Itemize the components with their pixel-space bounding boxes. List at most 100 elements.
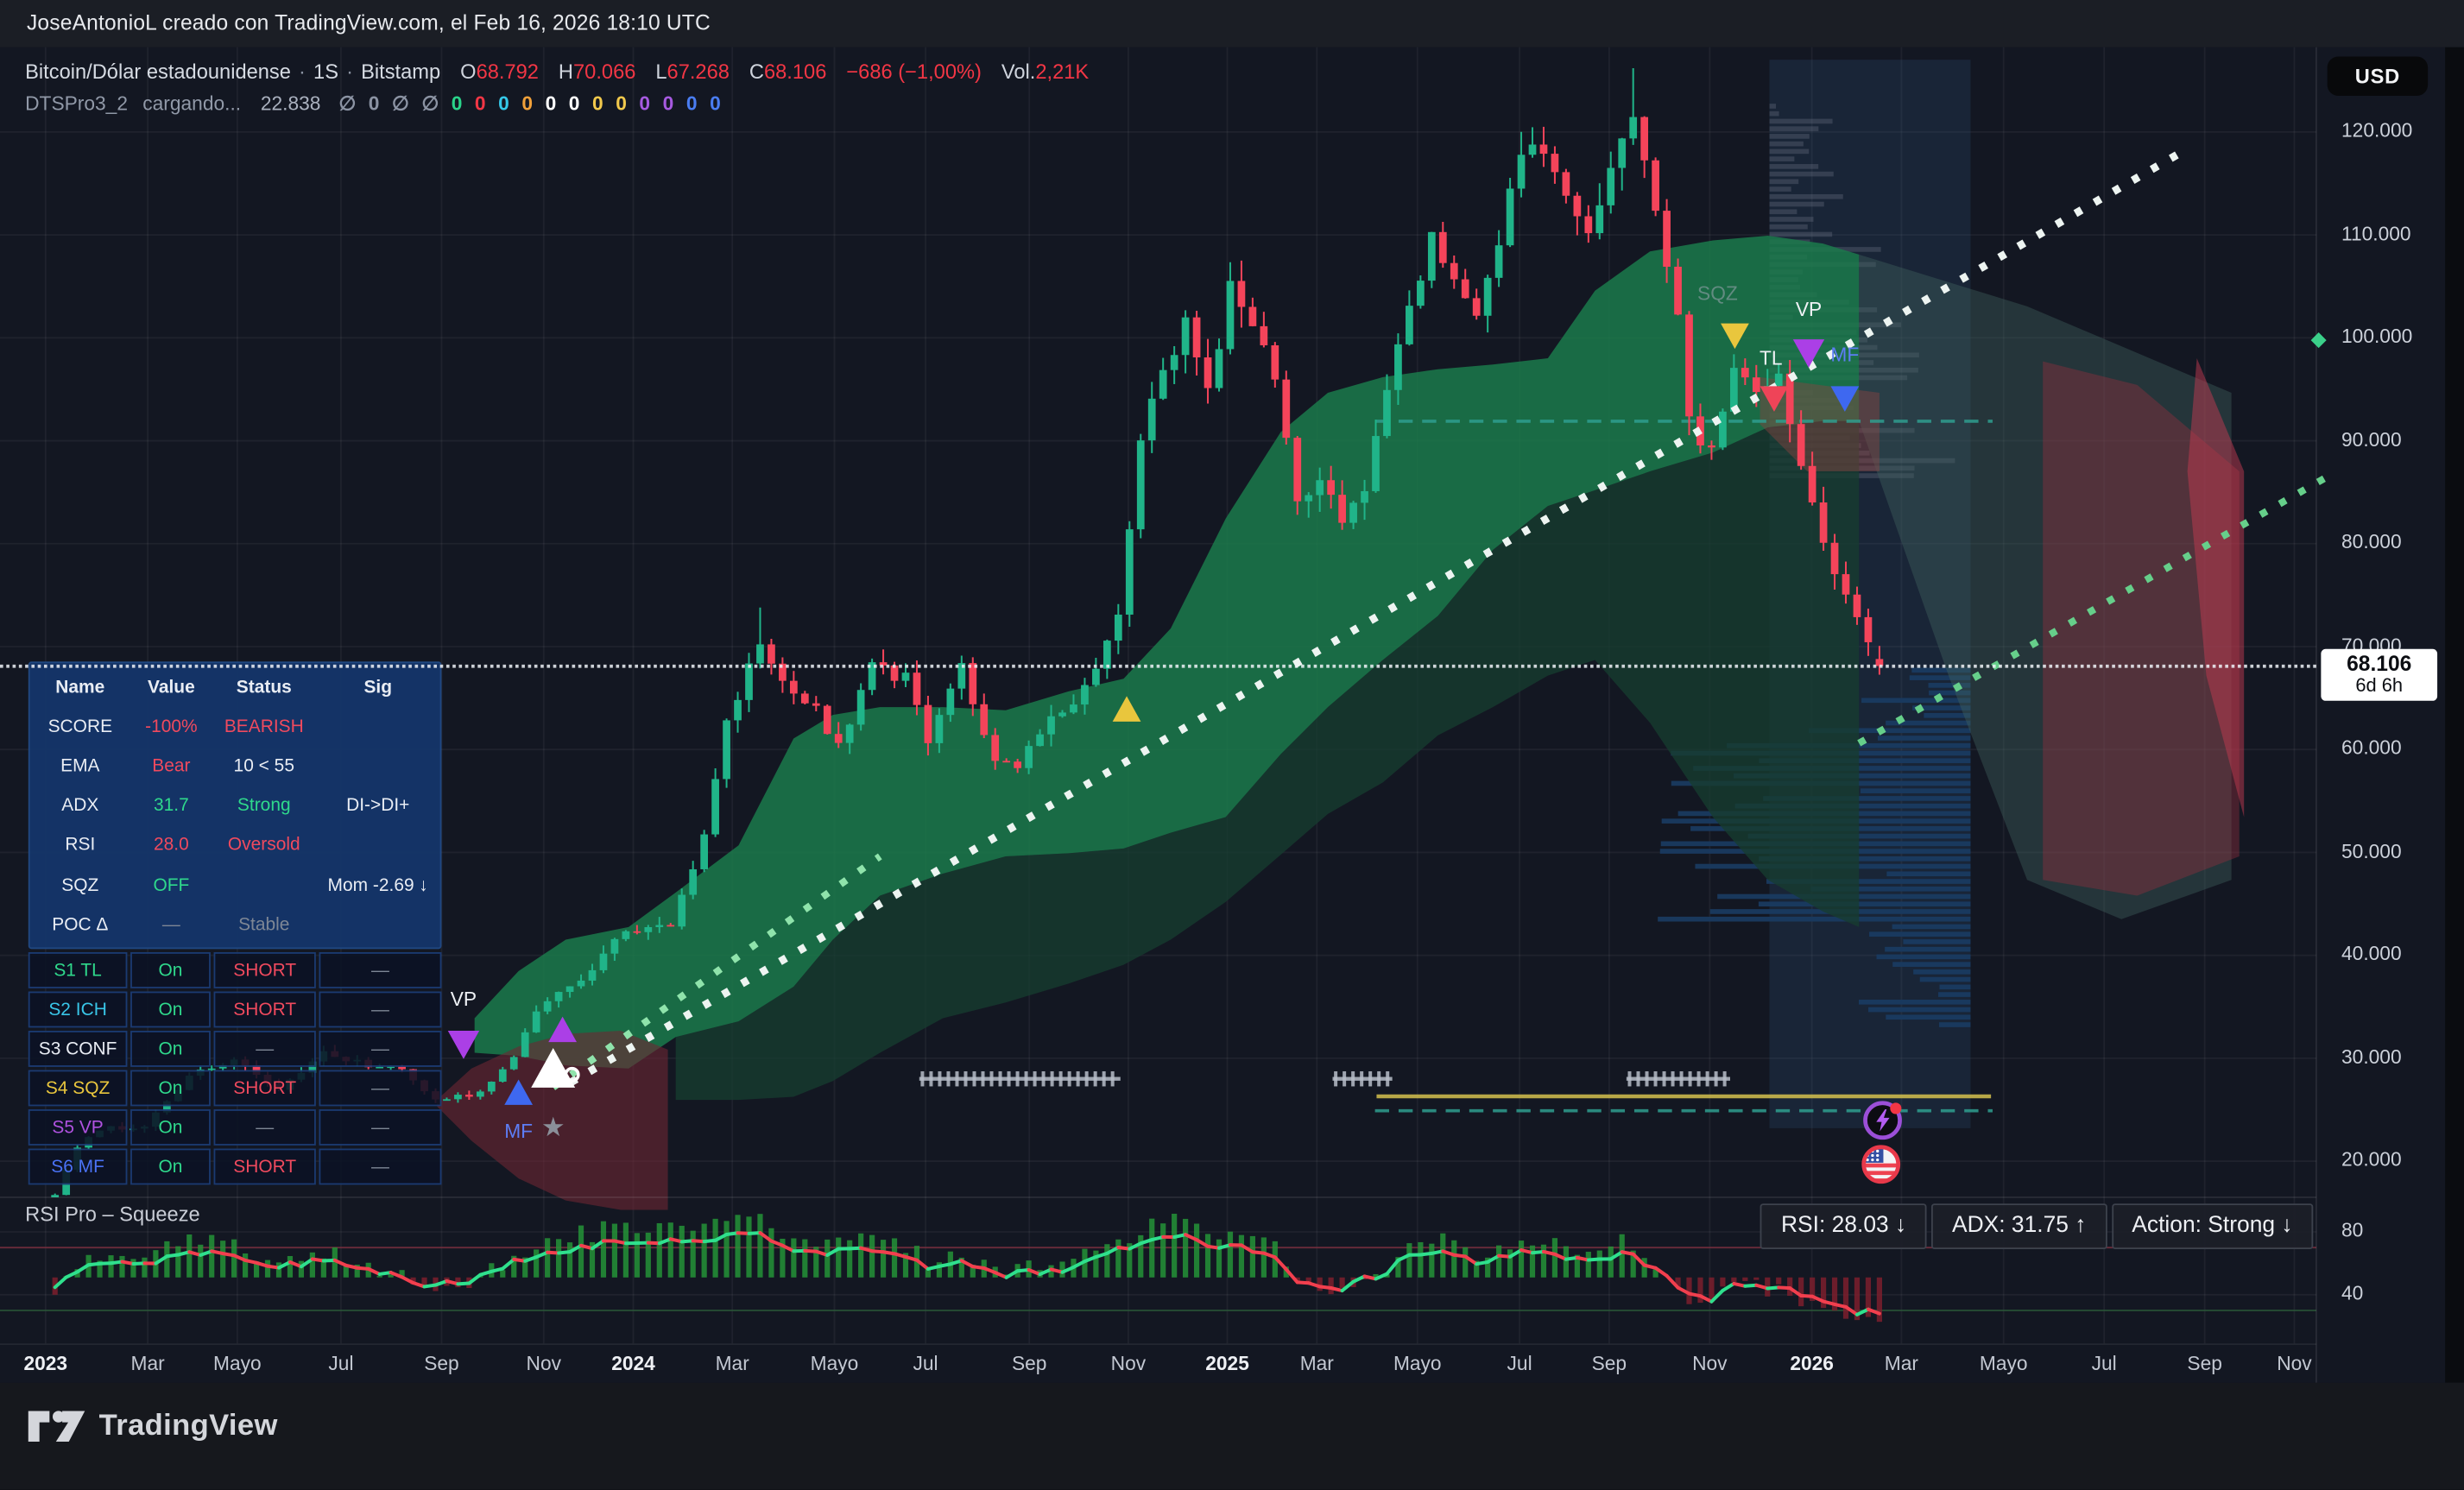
signal-table-cell: On [130, 1070, 211, 1107]
low-label: L [655, 60, 667, 84]
trend-lines[interactable] [551, 148, 2339, 1090]
indicator-token: 0 [662, 92, 674, 115]
interval-label[interactable]: 1S [313, 60, 338, 84]
svg-text:SQZ: SQZ [1697, 282, 1738, 305]
attribution-bar: JoseAntonioL creado con TradingView.com,… [0, 0, 2464, 47]
signal-table-row: S4 SQZ On SHORT — [28, 1070, 442, 1107]
signal-table-cell: S1 TL [28, 952, 128, 989]
indicator-table: Name Value Status Sig SCORE -100% BEARISH EMA Be… [28, 661, 442, 1185]
close-value: 68.106 [763, 60, 827, 84]
table-cell: 10 < 55 [233, 757, 294, 777]
high-label: H [558, 60, 574, 84]
time-tick-label: Nov [526, 1353, 562, 1375]
table-row: POC Δ — Stable [30, 906, 440, 945]
indicator-table-main: Name Value Status Sig SCORE -100% BEARISH EMA Be… [28, 661, 442, 950]
svg-text:MF: MF [1830, 344, 1859, 366]
table-row: SCORE -100% BEARISH [30, 707, 440, 747]
indicator-legend-row[interactable]: DTSPro3_2 cargando... 22.838 ∅ 0 ∅ ∅ 0 0 0 0 0 0 0… [25, 92, 721, 115]
level-lines [919, 420, 1993, 1113]
table-row: EMA Bear 10 < 55 [30, 747, 440, 786]
signal-table-cell: — [319, 1109, 442, 1146]
rsi-pane [0, 1214, 2316, 1323]
table-cell: RSI [65, 836, 96, 855]
status-badge: RSI: 28.03 ↓ [1760, 1203, 1927, 1250]
indicator-token: ∅ [338, 92, 357, 115]
signal-table-cell: — [319, 1070, 442, 1107]
time-tick-label: Nov [1692, 1353, 1728, 1375]
open-label: O [460, 60, 477, 84]
time-axis[interactable]: 2023 Mar Mayo Jul Sep Nov 2024 Mar Mayo Jul Sep Nov… [0, 1343, 2316, 1383]
signal-table-cell: SHORT [213, 1070, 316, 1107]
time-tick-label: Sep [1591, 1353, 1627, 1375]
table-cell: POC Δ [52, 915, 109, 935]
indicator-token: 0 [498, 92, 509, 115]
time-tick-label: Sep [424, 1353, 459, 1375]
indicator-name[interactable]: DTSPro3_2 [25, 92, 129, 115]
currency-toggle-button[interactable]: USD [2327, 56, 2429, 97]
signal-table-row: S6 MF On SHORT — [28, 1149, 442, 1185]
volume-profile [1658, 60, 1971, 1128]
table-cell: — [161, 915, 180, 935]
signal-markers: SQZ VP TL MF VP MF ★ [447, 282, 1859, 1142]
time-tick-label: Jul [913, 1353, 938, 1375]
signal-table-cell: SHORT [213, 952, 316, 989]
indicator-token: 0 [591, 92, 603, 115]
symbol-legend-row[interactable]: Bitcoin/Dólar estadounidense · 1S · Bitstamp… [25, 60, 1089, 83]
price-tick-label: 90.000 [2341, 427, 2402, 451]
price-tick-label: 20.000 [2341, 1148, 2402, 1171]
time-tick-label: Jul [1507, 1353, 1532, 1375]
svg-text:MF: MF [504, 1120, 533, 1142]
time-tick-label: Sep [2187, 1353, 2222, 1375]
high-value: 70.066 [573, 60, 636, 84]
us-flag-icon[interactable] [1859, 1142, 1903, 1186]
lightning-badge-icon[interactable] [1861, 1098, 1905, 1142]
time-tick-label: Mar [1299, 1353, 1334, 1375]
signal-table-cell: SHORT [213, 992, 316, 1028]
signal-table-cell: — [213, 1031, 316, 1068]
signal-table-cell: On [130, 1109, 211, 1146]
price-axis[interactable]: 68.106 6d 6h 120.000 110.000 100.000 90.000… [2310, 47, 2464, 1344]
table-row: RSI 28.0 Oversold [30, 826, 440, 866]
tradingview-logo-text: TradingView [98, 1409, 278, 1443]
indicator-token: ∅ [391, 92, 409, 115]
current-price-value: 68.106 [2347, 652, 2412, 676]
time-tick-label: 2024 [611, 1353, 655, 1375]
table-cell: OFF [153, 875, 190, 895]
time-tick-label: Sep [1011, 1353, 1047, 1375]
time-tick-label: 2026 [1790, 1353, 1834, 1375]
attribution-text: JoseAntonioL creado con TradingView.com,… [26, 10, 711, 35]
table-header-cell: Status [236, 678, 292, 698]
signal-table-cell: — [319, 1149, 442, 1185]
indicator-value: 22.838 [260, 92, 321, 115]
rsi-tick-label: 40 [2341, 1282, 2364, 1304]
pane-frame [0, 47, 2464, 1383]
legend-separator: · [346, 60, 353, 84]
signal-table-row: S1 TL On SHORT — [28, 952, 442, 989]
table-cell: DI->DI+ [346, 797, 410, 816]
indicator-token: 0 [639, 92, 651, 115]
legend-separator: · [299, 60, 306, 84]
tradingview-logo-icon [28, 1411, 85, 1442]
rsi-pane-title[interactable]: RSI Pro – Squeeze [25, 1202, 200, 1226]
signal-table-cell: S4 SQZ [28, 1070, 128, 1107]
exchange-label[interactable]: Bitstamp [361, 60, 441, 84]
status-badge: Action: Strong ↓ [2111, 1203, 2314, 1250]
status-badge: ADX: 31.75 ↑ [1931, 1203, 2107, 1250]
signal-table-row: S5 VP On — — [28, 1109, 442, 1146]
table-header-cell: Name [55, 678, 105, 698]
indicator-token: 0 [474, 92, 486, 115]
indicator-token: 0 [616, 92, 627, 115]
time-tick-label: Nov [2277, 1353, 2312, 1375]
table-cell: SCORE [47, 717, 113, 737]
signal-table-cell: On [130, 952, 211, 989]
price-tick-label: 60.000 [2341, 736, 2402, 760]
symbol-name[interactable]: Bitcoin/Dólar estadounidense [25, 60, 291, 84]
table-cell: -100% [145, 717, 198, 737]
table-cell: 31.7 [154, 797, 189, 816]
close-label: C [749, 60, 764, 84]
tradingview-logo[interactable]: TradingView [27, 1406, 278, 1447]
bar-countdown: 6d 6h [2355, 673, 2404, 697]
indicator-token: 0 [710, 92, 721, 115]
table-cell: BEARISH [224, 717, 304, 737]
